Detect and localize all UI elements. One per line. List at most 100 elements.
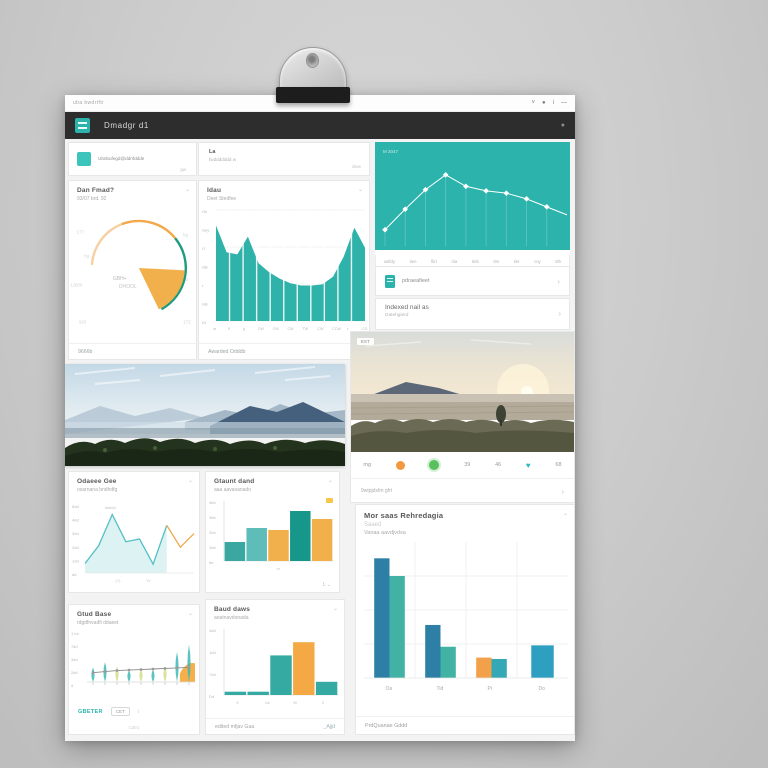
heart-icon[interactable]: ♥ [525, 460, 531, 470]
card-title: Mor saas Rehredagia [364, 511, 444, 520]
x-axis-label: flirt [431, 259, 437, 264]
chevron-right-icon[interactable]: › [561, 486, 564, 496]
svg-text:DHOOL: DHOOL [119, 284, 137, 290]
svg-text:3dd: 3dd [71, 657, 78, 662]
card-menu-icon[interactable]: ⌄ [332, 606, 338, 612]
svg-text:17Z: 17Z [183, 319, 191, 324]
x-axis-label: tith [555, 259, 561, 264]
svg-text:GBH+: GBH+ [113, 276, 127, 282]
window-control-icon: ˅ [531, 100, 536, 106]
count-3: 68 [555, 462, 562, 468]
hamburger-menu-icon[interactable] [75, 118, 90, 133]
mid-bar-chart: 4dd 1dd 7dd Dd 9 1w W Z [209, 628, 338, 705]
trend-chart-card: M 2047 wdfdy tien flirt rita tieb tim tiet coy t… [375, 142, 570, 269]
document-label: pdraeafieet [402, 278, 430, 284]
sunset-coast-illustration [351, 332, 574, 452]
svg-text:2dd: 2dd [72, 545, 79, 550]
x-axis-label: tieb [472, 259, 479, 264]
footer-link[interactable]: _Ajjd [323, 723, 335, 730]
x-axis-label: rita [451, 259, 458, 264]
footer-link-button[interactable]: GBETER [78, 708, 103, 715]
svg-text:3bb: 3bb [209, 515, 216, 520]
teal-square-icon [77, 152, 91, 166]
small-bar-chart: 4bb 3bb 2bb 1bb bb m [209, 498, 333, 571]
card-subtitle: 93/07 brd. 92 [77, 196, 107, 202]
landscape-photo-mountains [65, 364, 345, 466]
card-menu-icon[interactable]: ⌄ [187, 611, 193, 617]
svg-text:9: 9 [228, 327, 230, 331]
card-footer-link[interactable]: 9666b [69, 343, 196, 359]
orange-status-dot[interactable] [395, 460, 405, 470]
sunset-photo-card: EST mg 39 46 ♥ 68 9wtpjd sfm gfrt › [350, 331, 575, 503]
svg-text:Oa: Oa [386, 686, 393, 692]
svg-text:7dd: 7dd [209, 672, 216, 677]
droplet-chart-card: Gtud Base rdgdfnvadfi ddaeet ⌄ 1 rrz 7dd 3… [68, 604, 200, 735]
green-status-dot[interactable] [429, 460, 440, 470]
card-menu-icon[interactable]: ⌄ [184, 187, 190, 193]
card-footer-link[interactable]: Awarded Odddb [199, 343, 369, 359]
card-footer: edited mfjav Gaa _Ajjd [206, 718, 344, 734]
landscape-photo-sunset: EST [351, 332, 574, 452]
svg-text:rd: rd [213, 327, 216, 331]
card-subtitle: rdgdfnvadfi ddaeet [77, 620, 119, 626]
titlebar-text: uba bwdrtftr [73, 100, 105, 106]
document-icon [385, 274, 395, 288]
svg-text:bb: bb [209, 560, 214, 565]
window-control-icon: ● [542, 100, 546, 106]
svg-text:r: r [202, 283, 204, 288]
svg-text:1bb: 1bb [209, 545, 216, 550]
meta-center: sfm gfrt [375, 488, 393, 494]
card-footer-link[interactable]: PrdQuanae Gddd [356, 716, 574, 734]
card-title: Odaeee Gee [77, 478, 117, 485]
stacked-bar-card: Baud daws aoatnavdonada ⌄ 4dd 1dd 7dd Dd 9 1w… [205, 599, 345, 735]
line-chart-card: Odaeee Gee osarnana bndhdfg ⌄ 5dd 4dd 3dd 2… [68, 471, 200, 593]
window-control-icon: i [552, 100, 554, 106]
svg-text:Ob: Ob [202, 209, 207, 214]
svg-text:dd: dd [72, 572, 76, 577]
svg-text:9: 9 [236, 700, 239, 705]
svg-text:GB: GB [202, 302, 208, 307]
droplet-trend-chart: 1 rrz 7dd 3dd 2dd d [71, 631, 195, 688]
header-overflow-icon[interactable]: ● [560, 122, 565, 129]
svg-text:TW: TW [302, 327, 308, 331]
svg-text:Dr: Dr [202, 320, 207, 325]
card-menu-icon[interactable]: ⌄ [562, 511, 568, 517]
chevron-right-icon[interactable]: › [558, 309, 561, 318]
donut-pie-chart: 177hg12000920kg700017ZGBH+DHOOL [70, 219, 191, 324]
card-menu-icon[interactable]: ⌄ [327, 478, 333, 484]
dashboard-poster: uba bwdrtftr ˅ ● i — Dmadgr d1 ● Ubnbufegd@… [65, 95, 575, 741]
indexed-info-row[interactable]: Indexed nail as Datehgierd › [375, 298, 570, 330]
card-menu-icon[interactable]: ⌄ [357, 187, 363, 193]
svg-text:Dd: Dd [209, 694, 214, 699]
svg-text:Pi: Pi [488, 686, 492, 692]
card-title: Idau [207, 187, 222, 194]
window-control-icon: — [561, 100, 567, 106]
svg-text:M 2047: M 2047 [383, 149, 399, 154]
document-row[interactable]: pdraeafieet › [375, 266, 570, 296]
svg-text:G: G [202, 246, 205, 251]
svg-text:2bb: 2bb [209, 530, 216, 535]
photo-meta-row: 9wtpjd sfm gfrt › [351, 478, 574, 503]
mountain-forest-illustration [65, 364, 345, 466]
info-icon[interactable]: i [137, 709, 139, 714]
x-axis-label: coy [534, 259, 541, 264]
svg-text:3dd: 3dd [72, 531, 79, 536]
card-title: Gtud Base [77, 611, 112, 618]
svg-text:1dd: 1dd [72, 558, 79, 563]
status-title: La [209, 149, 216, 155]
card-footer-icons[interactable]: L ⌄ [322, 582, 331, 588]
titlebar-window-controls[interactable]: ˅ ● i — [532, 100, 567, 106]
svg-text:920: 920 [79, 319, 87, 324]
chevron-right-icon[interactable]: › [557, 276, 560, 286]
svg-text:4dd: 4dd [72, 518, 79, 523]
footer-text: edited mfjav Gaa [215, 723, 255, 730]
svg-text:4bb: 4bb [209, 500, 216, 505]
svg-text:1dd: 1dd [209, 650, 216, 655]
svg-text:Gey: Gey [202, 228, 209, 233]
svg-text:2dd: 2dd [71, 670, 78, 675]
footer-chip-button[interactable]: CET [110, 707, 130, 716]
svg-text:CW: CW [273, 327, 280, 331]
card-menu-icon[interactable]: ⌄ [187, 478, 193, 484]
card-subtitle: osarnana bndhdfg [77, 487, 118, 493]
svg-text:CW: CW [317, 327, 324, 331]
